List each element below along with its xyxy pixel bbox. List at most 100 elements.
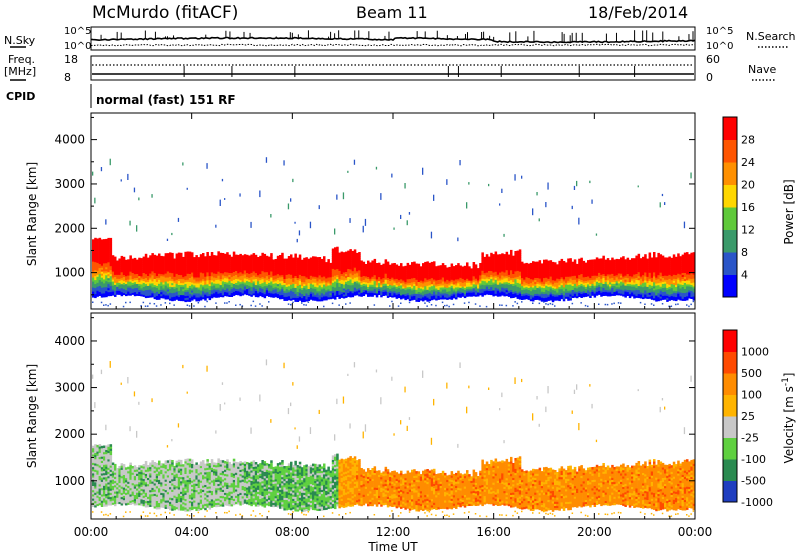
power-cell [197, 259, 201, 262]
power-cell [314, 268, 317, 271]
power-cell [351, 254, 355, 258]
power-cell [303, 281, 306, 285]
power-cell [285, 258, 289, 261]
power-cell [120, 267, 124, 271]
power-cell [279, 277, 282, 280]
power-cell [131, 266, 135, 269]
power-cell [301, 291, 304, 295]
power-cell [272, 291, 275, 294]
power-cell [199, 266, 203, 269]
power-cell [345, 259, 348, 262]
power-cell [184, 265, 187, 269]
power-cell [98, 263, 102, 267]
power-cell [314, 262, 317, 265]
power-cell [323, 288, 326, 291]
power-cell [331, 262, 335, 265]
power-cell [175, 265, 179, 268]
power-cell [360, 260, 363, 263]
power-cell [347, 264, 350, 267]
power-cell [98, 285, 102, 288]
power-cell [254, 264, 258, 268]
power-cell [338, 290, 341, 293]
power-cell [243, 260, 247, 263]
power-cell [226, 272, 229, 275]
power-cell [598, 258, 601, 261]
power-cell [309, 269, 313, 272]
power-cell [111, 285, 115, 288]
power-cell [186, 279, 190, 282]
power-cell [353, 159, 356, 165]
power-cell [158, 283, 161, 286]
power-cell [151, 287, 154, 290]
power-cell [206, 287, 209, 291]
power-cell [221, 257, 225, 260]
power-cell [109, 243, 113, 247]
freq-unit-label: [MHz] [4, 65, 36, 78]
power-cell [96, 242, 99, 245]
power-cell [193, 283, 196, 286]
power-cell [206, 258, 209, 261]
power-cell [103, 261, 106, 264]
power-cell [199, 264, 203, 267]
power-cell [353, 281, 357, 284]
power-cell [320, 266, 324, 270]
power-cell [259, 281, 262, 285]
power-cell [263, 289, 267, 293]
power-cell [261, 272, 264, 276]
power-cell [210, 291, 214, 295]
power-cell [162, 272, 165, 275]
power-cell [334, 277, 337, 280]
power-cell [353, 261, 357, 264]
power-cell [316, 265, 319, 268]
power-cell [327, 263, 330, 266]
power-cell [338, 270, 341, 273]
power-cell [177, 298, 181, 301]
power-cell [186, 271, 190, 274]
power-cell [323, 294, 326, 297]
power-cell [338, 254, 341, 257]
power-cell [250, 304, 252, 307]
power-cell [109, 273, 113, 277]
power-cell [576, 263, 579, 267]
power-cell [441, 301, 444, 304]
power-cell [474, 264, 478, 267]
power-cell [120, 275, 124, 279]
power-cell [160, 265, 163, 269]
power-cell [336, 250, 339, 254]
power-cell [294, 277, 297, 280]
power-cell [92, 279, 95, 282]
power-cell [353, 259, 357, 262]
power-cell [195, 273, 198, 276]
power-cell [265, 257, 269, 261]
power-cell [215, 293, 218, 296]
power-cell [96, 250, 99, 253]
power-cell [94, 281, 97, 285]
power-cell [283, 264, 286, 267]
power-cell [147, 287, 150, 290]
power-cell [294, 263, 297, 266]
power-cell [237, 262, 240, 266]
power-cell [281, 260, 284, 264]
power-cell [215, 261, 218, 264]
power-cell [347, 258, 350, 261]
power-cell [155, 255, 159, 258]
power-cell [142, 282, 146, 285]
power-cell [173, 274, 176, 277]
power-cell [175, 273, 179, 276]
power-cell [166, 269, 170, 272]
power-cell [254, 274, 258, 278]
power-cell [301, 273, 304, 277]
power-cell [252, 283, 256, 286]
power-cell [301, 299, 304, 303]
power-cell [349, 281, 352, 284]
power-cell [133, 267, 137, 271]
power-cell [202, 296, 205, 300]
power-cell [166, 257, 170, 260]
power-cell [118, 292, 121, 295]
power-cell [193, 257, 196, 260]
power-cell [158, 277, 161, 280]
power-cell [309, 285, 313, 288]
power-cell [171, 262, 174, 266]
power-cell [329, 264, 333, 268]
power-cell [105, 304, 107, 306]
